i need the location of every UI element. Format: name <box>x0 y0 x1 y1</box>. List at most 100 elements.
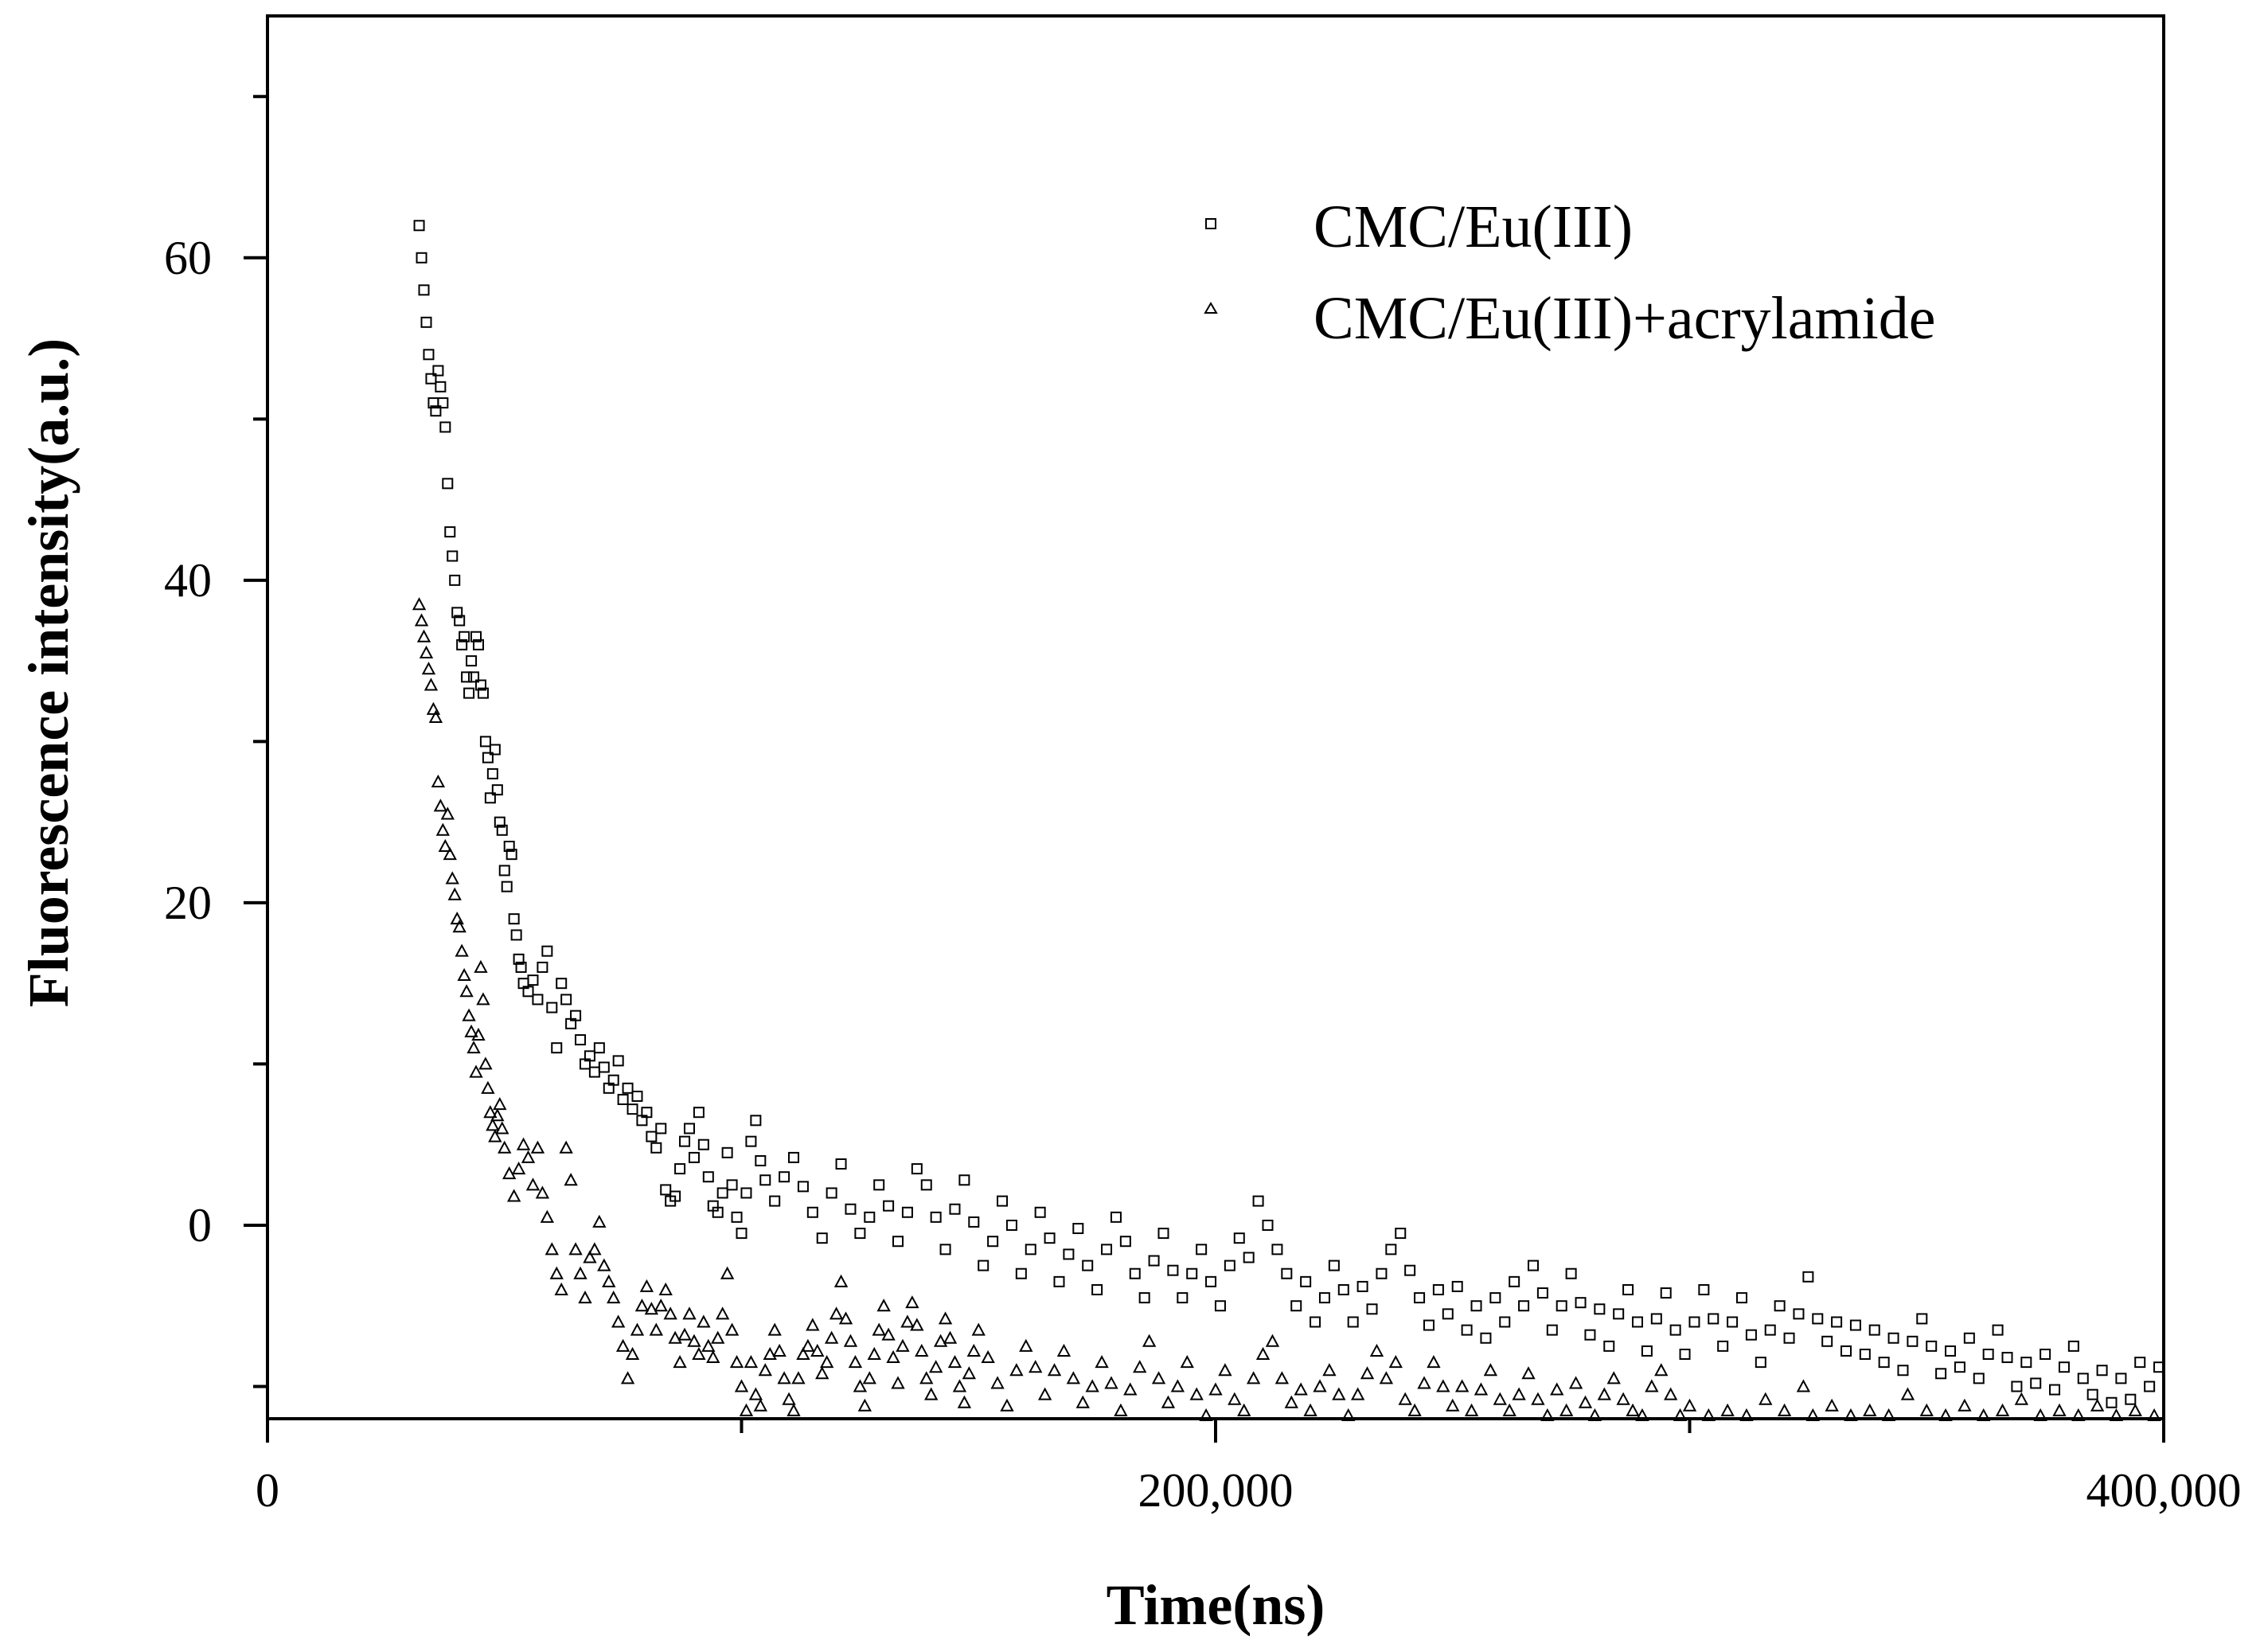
data-point-square <box>750 1115 762 1127</box>
data-point-square <box>655 1123 667 1135</box>
x-tick-label: 0 <box>256 1464 279 1517</box>
data-point-triangle <box>592 1214 607 1228</box>
data-point-square <box>1907 1335 1919 1347</box>
data-point-triangle <box>1531 1392 1545 1405</box>
data-point-square <box>459 631 470 642</box>
data-point-triangle <box>739 1403 754 1416</box>
data-point-triangle <box>573 1266 587 1279</box>
data-point-triangle <box>486 1118 500 1131</box>
data-point-triangle <box>767 1322 782 1336</box>
data-point-square <box>1337 1283 1349 1295</box>
data-point-triangle <box>1075 1395 1090 1408</box>
data-point-triangle <box>886 1349 900 1364</box>
data-point-square <box>1868 1324 1880 1336</box>
data-point-square <box>527 974 539 986</box>
data-point-square <box>660 1184 672 1196</box>
data-point-square <box>1859 1348 1871 1360</box>
data-point-square <box>541 945 553 957</box>
data-point-square <box>1366 1303 1378 1315</box>
data-point-triangle <box>673 1355 687 1369</box>
data-point-triangle <box>559 1140 573 1154</box>
data-point-square <box>2086 1388 2098 1400</box>
data-point-triangle <box>957 1395 972 1408</box>
data-point-triangle <box>1502 1403 1516 1416</box>
data-point-square <box>513 953 525 965</box>
data-point-square <box>2067 1340 2079 1352</box>
data-point-square <box>958 1174 970 1186</box>
data-point-square <box>740 1187 752 1199</box>
data-point-triangle <box>782 1392 796 1405</box>
data-point-triangle <box>1000 1398 1014 1412</box>
x-tick-label: 400,000 <box>2086 1464 2242 1517</box>
data-point-square <box>646 1131 658 1142</box>
data-point-triangle <box>947 1355 962 1369</box>
data-point-triangle <box>1493 1392 1507 1405</box>
data-point-triangle <box>602 1274 616 1287</box>
data-point-square <box>1252 1195 1264 1207</box>
data-point-triangle <box>476 992 490 1006</box>
data-point-square <box>2040 1348 2051 1360</box>
data-point-triangle <box>1483 1363 1498 1377</box>
data-point-square <box>1072 1223 1084 1235</box>
x-tick-label: 200,000 <box>1138 1464 1294 1517</box>
data-point-triangle <box>1474 1382 1489 1396</box>
data-point-square <box>679 1135 691 1147</box>
data-point-square <box>1461 1324 1473 1336</box>
data-point-triangle <box>1759 1392 1773 1405</box>
data-point-square <box>416 252 427 264</box>
data-point-triangle <box>867 1346 881 1360</box>
data-point-square <box>2144 1381 2156 1392</box>
data-point-triangle <box>1255 1346 1271 1360</box>
data-point-square <box>477 687 489 699</box>
data-point-square <box>1101 1244 1113 1256</box>
data-point-square <box>1262 1219 1274 1231</box>
data-point-square <box>447 550 459 562</box>
data-point-square <box>482 752 494 764</box>
data-point-square <box>1480 1332 1492 1344</box>
data-point-square <box>1224 1260 1235 1271</box>
data-point-triangle <box>554 1282 568 1295</box>
data-point-square <box>650 1142 662 1154</box>
data-point-square <box>2049 1384 2061 1396</box>
y-tick-label: 60 <box>164 232 212 284</box>
data-point-square <box>1376 1267 1388 1279</box>
data-point-triangle <box>815 1366 829 1380</box>
data-point-triangle <box>919 1371 934 1384</box>
data-point-triangle <box>791 1371 806 1384</box>
data-point-triangle <box>1446 1398 1460 1412</box>
data-point-square <box>1148 1255 1160 1267</box>
y-tick-label: 0 <box>188 1199 212 1252</box>
y-tick-label: 20 <box>164 877 212 929</box>
data-point-triangle <box>1104 1376 1118 1389</box>
y-axis-title: Fluorescence intensity(a.u.) <box>17 338 80 1008</box>
data-point-triangle <box>677 1327 692 1341</box>
data-point-triangle <box>421 662 436 675</box>
data-point-square <box>883 1200 895 1212</box>
data-point-triangle <box>896 1338 910 1352</box>
data-point-square <box>892 1236 904 1248</box>
data-point-square <box>683 1123 695 1135</box>
data-point-triangle <box>1180 1355 1194 1369</box>
data-point-square <box>968 1216 980 1228</box>
data-point-square <box>560 994 572 1006</box>
data-point-triangle <box>469 1064 483 1078</box>
data-point-triangle <box>853 1379 868 1392</box>
data-point-triangle <box>649 1322 663 1336</box>
data-point-square <box>688 1151 700 1163</box>
data-point-triangle <box>1313 1379 1327 1392</box>
data-point-square <box>1945 1345 1957 1357</box>
data-point-triangle <box>857 1398 872 1412</box>
data-point-triangle <box>578 1290 592 1304</box>
data-point-square <box>1536 1287 1548 1299</box>
data-point-triangle <box>1360 1366 1375 1380</box>
data-point-triangle <box>962 1366 977 1380</box>
axes: 0 200,000 400,000 0 20 40 60 <box>164 95 2242 1517</box>
data-point-square <box>1556 1300 1567 1312</box>
data-point-triangle <box>459 984 474 998</box>
data-point-square <box>454 615 466 627</box>
data-point-square <box>873 1179 885 1191</box>
data-point-triangle <box>466 1041 481 1054</box>
data-point-square <box>901 1206 913 1218</box>
data-point-triangle <box>1436 1379 1450 1392</box>
